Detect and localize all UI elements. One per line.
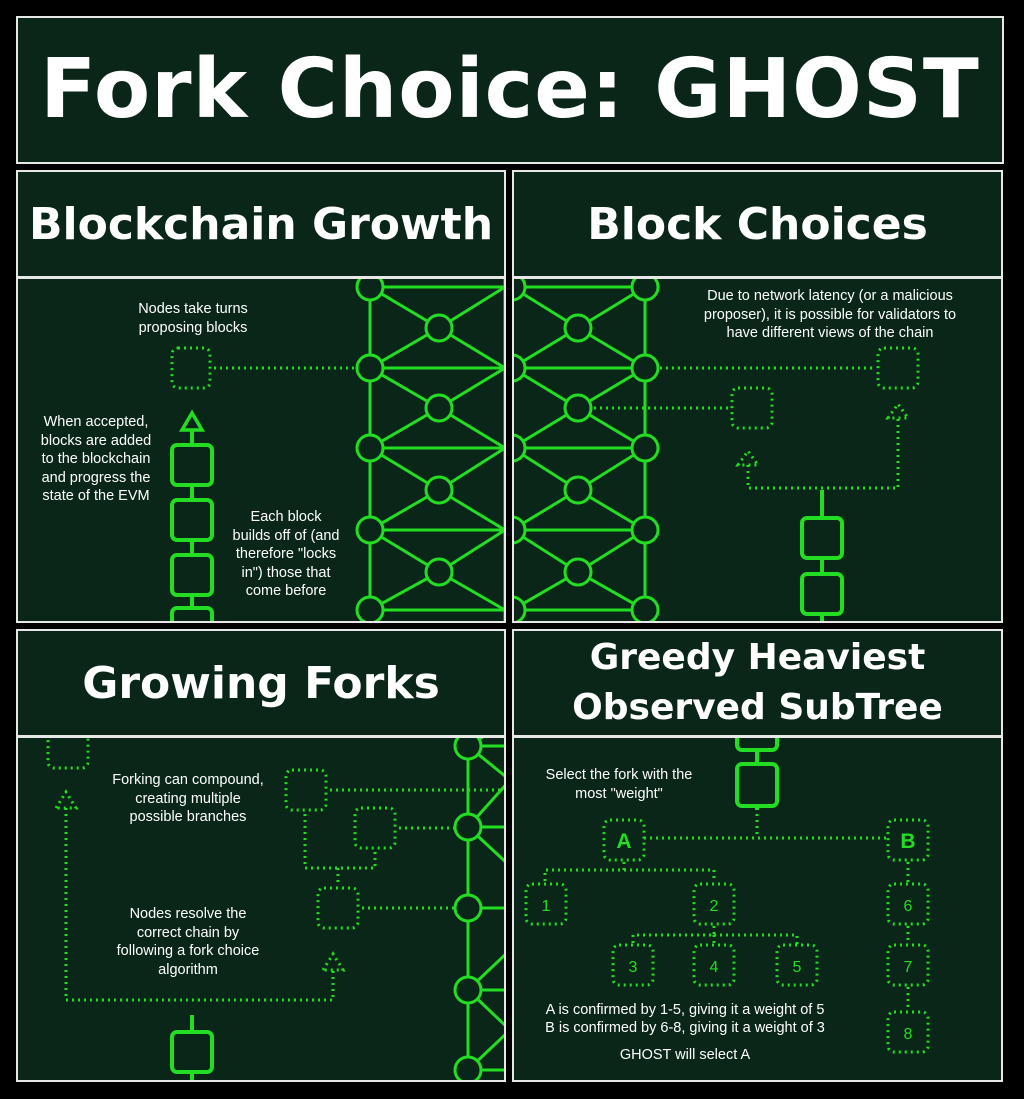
block-6-label: 6 [904, 898, 913, 915]
proposed-block [170, 346, 212, 390]
arrow-up-icon [320, 951, 346, 972]
block-a-label: A [616, 830, 631, 853]
lattice-chain-2 [514, 279, 660, 621]
ghost-header-panel: Greedy Heaviest Observed SubTree [512, 629, 1003, 737]
block-2-label: 2 [710, 898, 719, 915]
page-title: Fork Choice: GHOST [40, 42, 980, 137]
when-accepted-text: When accepted, blocks are added to the b… [40, 414, 152, 504]
growth-body-panel [16, 277, 506, 623]
block-1-label: 1 [542, 898, 551, 915]
arrow-up-icon [885, 401, 911, 420]
block-4-label: 4 [710, 959, 719, 976]
confirm-a-text: A is confirmed by 1-5, giving it a weigh… [545, 1002, 825, 1018]
alt-block-right [876, 346, 920, 390]
nodes-take-turns-text: Nodes take turns proposing blocks [138, 301, 248, 336]
alt-block-left [730, 386, 774, 430]
forks-body-panel [16, 736, 506, 1082]
each-block-text: Each block builds off of (and therefore … [232, 509, 340, 599]
confirm-b-text: B is confirmed by 6-8, giving it a weigh… [545, 1020, 825, 1036]
lattice-chain-3 [453, 738, 504, 1080]
lattice-chain [355, 279, 504, 621]
chain-blocks [170, 443, 214, 621]
block-b-label: B [900, 830, 915, 853]
arrow-up-icon [53, 789, 79, 810]
ghost-tree [524, 808, 930, 1054]
forks-header-panel: Growing Forks [16, 629, 506, 737]
latency-text: Due to network latency (or a malicious p… [703, 288, 957, 341]
forking-compound-text: Forking can compound, creating multiple … [112, 772, 264, 825]
ghost-heading: Greedy Heaviest Observed SubTree [572, 637, 943, 728]
result-text: GHOST will select A [619, 1047, 751, 1063]
growth-heading: Blockchain Growth [28, 198, 494, 250]
choices-body-panel [512, 277, 1003, 623]
block-3-label: 3 [629, 959, 638, 976]
ghost-main-chain [735, 738, 779, 810]
title-panel: Fork Choice: GHOST [16, 16, 1004, 164]
resolve-text: Nodes resolve the correct chain by follo… [116, 906, 260, 978]
block-5-label: 5 [793, 959, 802, 976]
arrow-up-icon [735, 448, 761, 467]
select-fork-text: Select the fork with the most "weight" [545, 767, 693, 802]
forks-heading: Growing Forks [82, 657, 440, 709]
arrow-up-icon [178, 409, 206, 432]
block-7-label: 7 [904, 959, 913, 976]
block-8-label: 8 [904, 1026, 913, 1043]
choices-heading: Block Choices [587, 198, 928, 250]
